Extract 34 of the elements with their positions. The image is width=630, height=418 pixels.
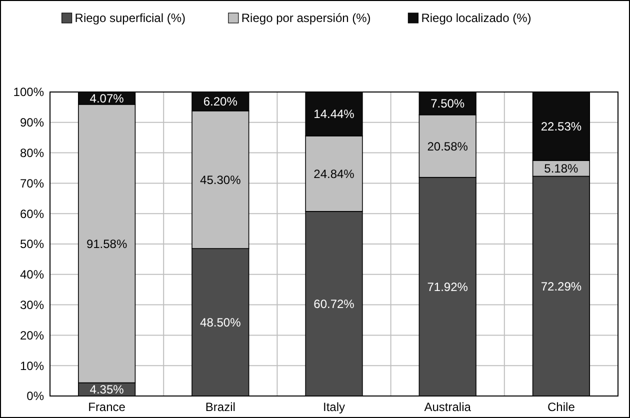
data-label: 5.18%	[544, 162, 579, 176]
data-label: 4.35%	[90, 382, 124, 397]
legend-label: Riego superficial (%)	[74, 11, 186, 26]
data-label: 45.30%	[200, 172, 242, 187]
x-tick-label: Chile	[548, 400, 576, 414]
x-tick-label: Australia	[424, 400, 472, 414]
data-label: 48.50%	[200, 315, 242, 330]
y-tick-label: 80%	[20, 146, 44, 160]
y-tick-label: 100%	[13, 85, 44, 100]
x-tick-label: Brazil	[205, 400, 236, 414]
data-label: 22.53%	[540, 119, 582, 134]
y-tick-label: 90%	[20, 116, 44, 130]
y-tick-label: 50%	[20, 237, 44, 252]
y-tick-label: 30%	[20, 298, 44, 312]
x-tick-label: France	[88, 400, 126, 414]
y-tick-label: 20%	[20, 328, 44, 342]
data-label: 24.84%	[314, 166, 355, 181]
data-label: 72.29%	[540, 279, 582, 294]
data-label: 14.44%	[314, 107, 355, 122]
data-label: 6.20%	[203, 94, 238, 109]
data-label: 91.58%	[86, 236, 128, 251]
y-tick-label: 60%	[20, 206, 44, 221]
y-tick-label: 10%	[20, 358, 44, 373]
y-tick-label: 0%	[26, 389, 44, 404]
data-label: 60.72%	[314, 296, 355, 311]
y-tick-label: 70%	[20, 176, 44, 190]
data-label: 71.92%	[427, 280, 468, 294]
data-label: 4.07%	[90, 91, 124, 106]
legend-label: Riego por aspersión (%)	[241, 11, 371, 26]
y-tick-label: 40%	[20, 268, 44, 282]
data-label: 7.50%	[430, 96, 465, 111]
data-label: 20.58%	[427, 139, 468, 154]
x-tick-label: Italy	[322, 400, 346, 414]
legend-label: Riego localizado (%)	[421, 11, 532, 26]
